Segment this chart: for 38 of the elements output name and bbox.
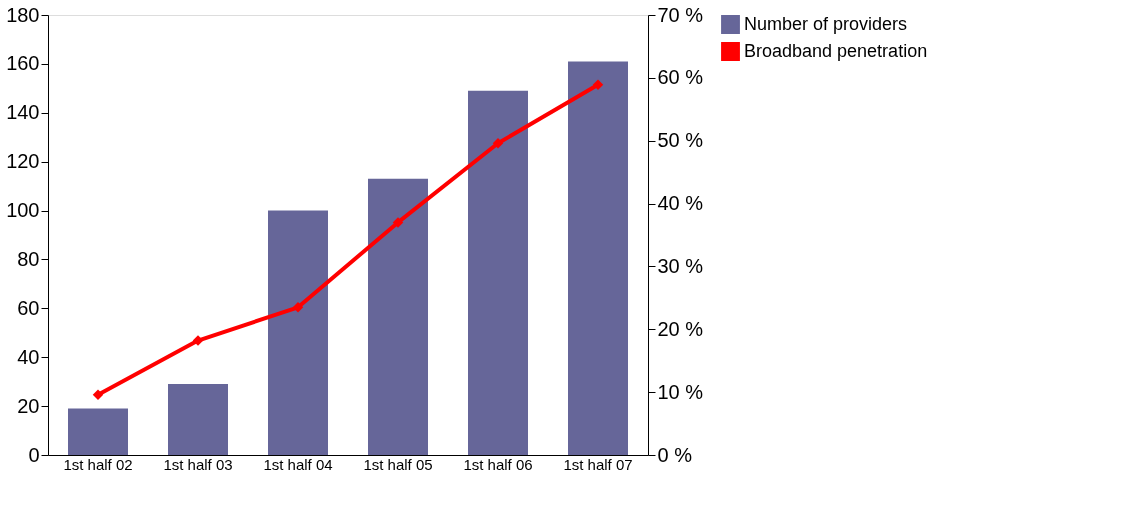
x-tick-label: 1st half 06 — [463, 455, 533, 473]
y-tick-label: 60 — [17, 296, 40, 319]
point — [392, 217, 404, 228]
y2-tick-label: 0 % — [657, 443, 693, 466]
y2-tick-label: 10 % — [657, 380, 704, 403]
y-tick-label: 120 — [6, 150, 40, 173]
x-tick-label: 1st half 07 — [563, 455, 633, 473]
y-tick-label: 0 — [28, 443, 40, 466]
point — [292, 302, 304, 313]
bar — [68, 408, 128, 455]
bar — [268, 210, 328, 455]
point — [492, 137, 504, 149]
x-tick-label: 1st half 05 — [363, 455, 433, 473]
y2-tick-label: 60 % — [657, 66, 704, 89]
x-tick-label: 1st half 02 — [63, 455, 133, 473]
bar — [568, 61, 628, 455]
point — [592, 79, 604, 91]
point — [192, 335, 204, 346]
y-tick-label: 80 — [17, 247, 40, 270]
y2-tick-label: 30 % — [657, 254, 704, 277]
y-tick-label: 100 — [6, 199, 40, 222]
x-tick-label: 1st half 03 — [163, 455, 233, 473]
x-tick-label: 1st half 04 — [263, 455, 333, 473]
bar — [168, 384, 228, 455]
legend-label: Broadband penetration — [744, 40, 928, 61]
y-tick-label: 40 — [17, 345, 40, 368]
y-tick-label: 180 — [6, 3, 40, 26]
y2-tick-label: 40 % — [657, 192, 704, 215]
bar — [368, 178, 428, 455]
y-tick-label: 160 — [6, 52, 40, 75]
y2-tick-label: 70 % — [657, 3, 704, 26]
legend-label: Number of providers — [744, 13, 908, 34]
y-tick-label: 140 — [6, 101, 40, 124]
point — [92, 389, 104, 400]
y2-tick-label: 50 % — [657, 129, 704, 152]
bar — [468, 90, 528, 455]
y2-tick-label: 20 % — [657, 317, 704, 340]
y-tick-label: 20 — [17, 394, 40, 417]
